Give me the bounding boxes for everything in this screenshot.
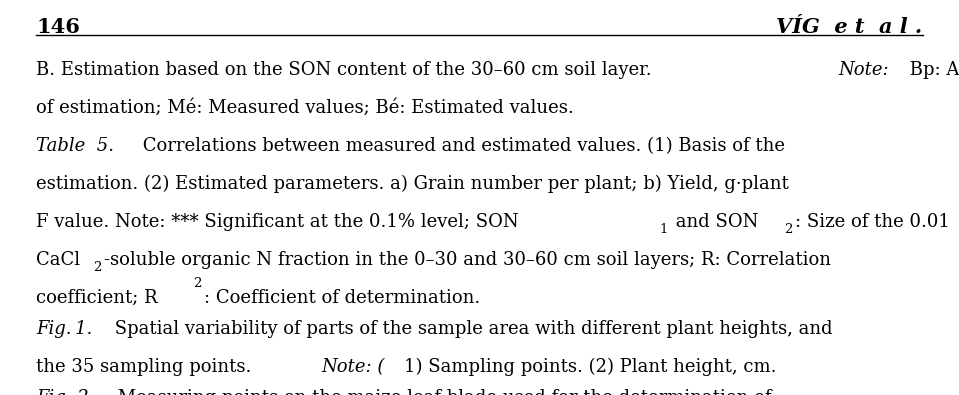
- Text: and SON: and SON: [670, 213, 759, 231]
- Text: Fig. 1.: Fig. 1.: [36, 320, 93, 338]
- Text: 2: 2: [93, 261, 102, 274]
- Text: B. Estimation based on the SON content of the 30–60 cm soil layer.: B. Estimation based on the SON content o…: [36, 61, 658, 79]
- Text: coefficient; R: coefficient; R: [36, 289, 158, 307]
- Text: Spatial variability of parts of the sample area with different plant heights, an: Spatial variability of parts of the samp…: [109, 320, 832, 338]
- Text: Note: (: Note: (: [322, 358, 386, 376]
- Text: 1: 1: [659, 223, 667, 236]
- Text: Fig. 2.: Fig. 2.: [36, 389, 95, 395]
- Text: F value. Note: *** Significant at the 0.1% level; SON: F value. Note: *** Significant at the 0.…: [36, 213, 519, 231]
- Text: 1) Sampling points. (2) Plant height, cm.: 1) Sampling points. (2) Plant height, cm…: [404, 358, 776, 376]
- Text: CaCl: CaCl: [36, 251, 81, 269]
- Text: estimation. (2) Estimated parameters. a) Grain number per plant; b) Yield, g·pla: estimation. (2) Estimated parameters. a)…: [36, 175, 789, 193]
- Text: : Size of the 0.01: : Size of the 0.01: [795, 213, 955, 231]
- Text: 2: 2: [784, 223, 792, 236]
- Text: -soluble organic N fraction in the 0–30 and 30–60 cm soil layers; R: Correlation: -soluble organic N fraction in the 0–30 …: [105, 251, 831, 269]
- Text: Note:: Note:: [838, 61, 889, 79]
- Text: 2: 2: [194, 277, 201, 290]
- Text: Table  5.: Table 5.: [36, 137, 114, 155]
- Text: Bp: Accuracy: Bp: Accuracy: [903, 61, 959, 79]
- Text: Measuring points on the maize leaf blade used for the determination of: Measuring points on the maize leaf blade…: [112, 389, 771, 395]
- Text: 146: 146: [36, 17, 81, 37]
- Text: : Coefficient of determination.: : Coefficient of determination.: [204, 289, 480, 307]
- Text: the 35 sampling points.: the 35 sampling points.: [36, 358, 258, 376]
- Text: VÍG  e t  a l .: VÍG e t a l .: [777, 17, 923, 37]
- Text: of estimation; Mé: Measured values; Bé: Estimated values.: of estimation; Mé: Measured values; Bé: …: [36, 99, 574, 117]
- Text: Correlations between measured and estimated values. (1) Basis of the: Correlations between measured and estima…: [137, 137, 785, 155]
